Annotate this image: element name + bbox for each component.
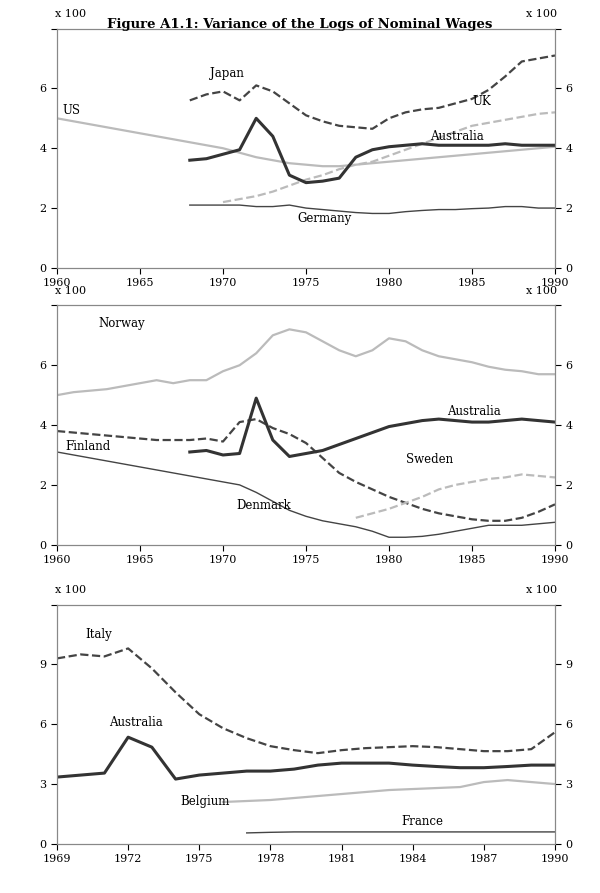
Text: x 100: x 100 (55, 9, 86, 19)
Text: Belgium: Belgium (181, 795, 230, 807)
Text: x 100: x 100 (526, 9, 557, 19)
Text: Finland: Finland (65, 439, 110, 453)
Text: Figure A1.1: Variance of the Logs of Nominal Wages: Figure A1.1: Variance of the Logs of Nom… (107, 18, 493, 31)
Text: x 100: x 100 (526, 286, 557, 296)
Text: UK: UK (472, 96, 491, 108)
Text: Italy: Italy (85, 628, 112, 641)
Text: x 100: x 100 (55, 286, 86, 296)
Text: x 100: x 100 (526, 585, 557, 595)
Text: Australia: Australia (431, 129, 484, 143)
Text: France: France (401, 815, 443, 829)
Text: Germany: Germany (298, 212, 352, 225)
Text: Sweden: Sweden (406, 453, 453, 466)
Text: Australia: Australia (109, 715, 163, 729)
Text: Norway: Norway (98, 317, 145, 330)
Text: US: US (62, 104, 80, 117)
Text: Japan: Japan (210, 67, 244, 80)
Text: x 100: x 100 (55, 585, 86, 595)
Text: Denmark: Denmark (236, 499, 291, 513)
Text: Australia: Australia (447, 405, 501, 418)
